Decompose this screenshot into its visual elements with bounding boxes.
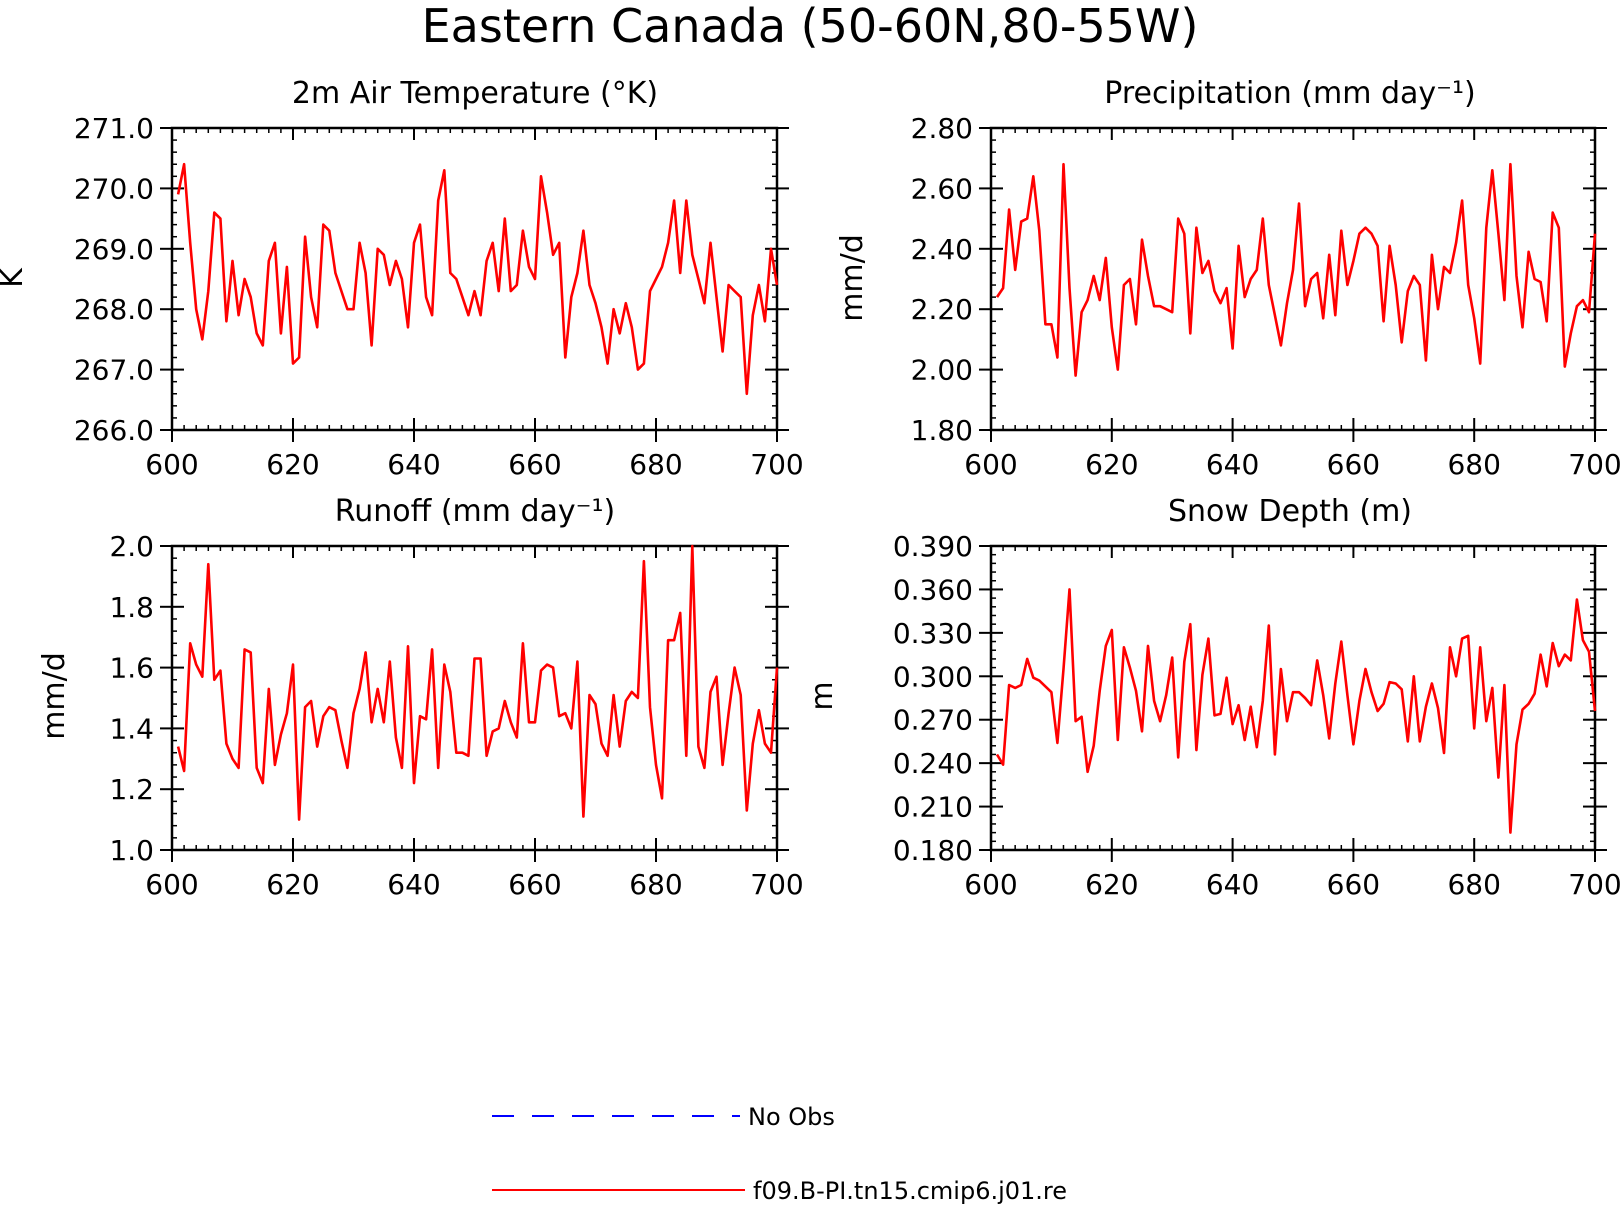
panel-title-precipitation: Precipitation (mm day⁻¹) [1104,76,1475,111]
x-tick-label: 640 [387,448,440,481]
x-tick-label: 600 [964,868,1017,901]
y-tick-label: 271.0 [74,112,154,145]
x-tick-label: 600 [964,448,1017,481]
y-tick-label: 1.6 [109,652,154,685]
plot-frame-runoff [170,544,779,852]
y-tick-label: 269.0 [74,233,154,266]
x-tick-label: 680 [629,448,682,481]
series-line-precipitation [995,162,1597,377]
y-tick-label: 2.20 [911,293,973,326]
y-tick-label: 2.60 [911,172,973,205]
y-tick-label: 2.00 [911,354,973,387]
y-tick-label: 0.270 [893,704,973,737]
y-tick-label: 266.0 [74,414,154,447]
y-tick-label: 1.8 [109,591,154,624]
y-tick-label: 0.330 [893,617,973,650]
x-tick-label: 700 [1568,448,1621,481]
x-tick-label: 660 [1327,868,1380,901]
y-tick-label: 1.4 [109,712,154,745]
x-tick-label: 620 [1085,448,1138,481]
y-tick-label: 1.0 [109,834,154,867]
panel-title-runoff: Runoff (mm day⁻¹) [335,494,616,529]
series-line-snow-depth [995,588,1597,834]
x-tick-label: 620 [1085,868,1138,901]
x-tick-label: 660 [508,448,561,481]
x-tick-label: 640 [1206,448,1259,481]
y-tick-label: 270.0 [74,172,154,205]
x-tick-label: 700 [750,868,803,901]
panel-title-snow-depth: Snow Depth (m) [1168,494,1412,529]
x-tick-label: 620 [266,448,319,481]
y-tick-label: 267.0 [74,354,154,387]
y-tick-label: 0.390 [893,530,973,563]
y-tick-label: 2.80 [911,112,973,145]
y-tick-label: 1.80 [911,414,973,447]
legend: No Obs f09.B-PI.tn15.cmip6.j01.re [492,1103,1067,1205]
y-axis-label-air-temperature: K [0,267,30,288]
x-tick-label: 680 [1447,448,1500,481]
x-tick-label: 660 [1327,448,1380,481]
legend-label-model: f09.B-PI.tn15.cmip6.j01.re [753,1177,1067,1205]
y-tick-label: 0.240 [893,747,973,780]
panel-runoff: Runoff (mm day⁻¹) mm/d 600 620 640 660 680 70… [37,494,804,901]
y-tick-label: 0.360 [893,573,973,606]
y-axis-label-runoff: mm/d [37,652,72,740]
legend-label-no-obs: No Obs [748,1103,835,1131]
x-tick-label: 660 [508,868,561,901]
panel-precipitation: Precipitation (mm day⁻¹) mm/d 600 620 640 6… [835,76,1621,481]
y-tick-label: 2.0 [109,530,154,563]
x-tick-label: 680 [629,868,682,901]
x-tick-label: 620 [266,868,319,901]
y-tick-label: 0.300 [893,660,973,693]
x-tick-label: 640 [1206,868,1259,901]
y-tick-label: 268.0 [74,293,154,326]
y-tick-label: 2.40 [911,233,973,266]
y-axis-label-precipitation: mm/d [835,234,870,322]
y-tick-label: 0.210 [893,791,973,824]
x-tick-label: 600 [145,448,198,481]
x-tick-label: 700 [1568,868,1621,901]
y-tick-label: 1.2 [109,773,154,806]
x-tick-label: 600 [145,868,198,901]
x-tick-label: 680 [1447,868,1500,901]
panel-air-temperature: 2m Air Temperature (°K) K 600 620 640 660 68… [0,76,804,481]
panel-snow-depth: Snow Depth (m) m 600 620 640 660 680 700 0.180… [805,494,1621,901]
y-axis-label-snow-depth: m [805,681,840,710]
x-tick-label: 640 [387,868,440,901]
panel-title-air-temperature: 2m Air Temperature (°K) [292,76,658,111]
figure-title: Eastern Canada (50-60N,80-55W) [422,0,1199,53]
series-line-air-temperature [176,162,779,396]
series-line-runoff [176,544,779,821]
y-tick-label: 0.180 [893,834,973,867]
plot-frame-air-temperature [170,126,779,432]
x-tick-label: 700 [750,448,803,481]
